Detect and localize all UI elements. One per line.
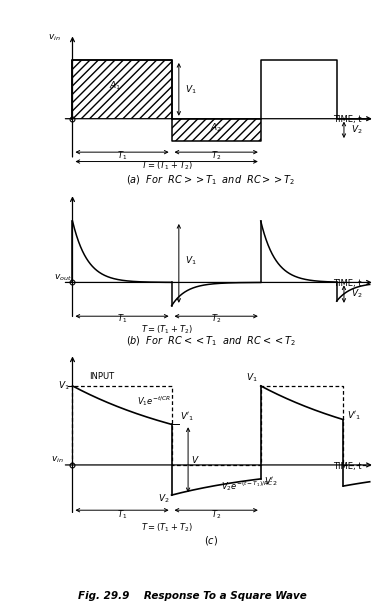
Text: $v_{out}$: $v_{out}$ <box>55 273 72 283</box>
Text: $T_2$: $T_2$ <box>211 149 221 161</box>
Text: $V_2$: $V_2$ <box>158 492 170 505</box>
Text: $T = (T_1 + T_2)$: $T = (T_1 + T_2)$ <box>141 323 192 336</box>
Text: $T = (T_1 + T_2)$: $T = (T_1 + T_2)$ <box>141 521 192 534</box>
Bar <box>73 60 172 119</box>
Text: $T_1$: $T_1$ <box>117 508 127 521</box>
Text: $T_2$: $T_2$ <box>211 313 221 325</box>
Text: $V'_2$: $V'_2$ <box>264 476 278 488</box>
Text: $V_1e^{-t/CR}$: $V_1e^{-t/CR}$ <box>137 394 171 408</box>
Text: $A_1$: $A_1$ <box>109 79 121 91</box>
Text: $V_1$: $V_1$ <box>246 371 257 384</box>
Text: $T_1$: $T_1$ <box>117 313 127 325</box>
Text: $V_1$: $V_1$ <box>58 379 69 392</box>
Text: $(a)$  For  $RC >> T_1$  and  $RC >> T_2$: $(a)$ For $RC >> T_1$ and $RC >> T_2$ <box>126 173 296 187</box>
Text: $v_{in}$: $v_{in}$ <box>48 33 61 43</box>
Text: $(c)$: $(c)$ <box>204 534 218 548</box>
Text: $T = (T_1 + T_2)$: $T = (T_1 + T_2)$ <box>141 160 192 172</box>
Text: $V_1$: $V_1$ <box>185 83 197 96</box>
Text: $V$: $V$ <box>191 454 200 465</box>
Text: Fig. 29.9    Response To a Square Wave: Fig. 29.9 Response To a Square Wave <box>78 591 306 600</box>
Text: $V_2$: $V_2$ <box>351 123 362 136</box>
Text: TIME, t: TIME, t <box>333 462 361 472</box>
Text: INPUT: INPUT <box>89 371 114 381</box>
Text: TIME, t: TIME, t <box>333 115 361 124</box>
Bar <box>172 119 261 141</box>
Text: $v_{in}$: $v_{in}$ <box>51 454 64 465</box>
Text: $(b)$  For  $RC << T_1$  and  $RC << T_2$: $(b)$ For $RC << T_1$ and $RC << T_2$ <box>126 334 296 348</box>
Text: $T_2$: $T_2$ <box>211 508 221 521</box>
Text: TIME, t: TIME, t <box>333 279 361 288</box>
Text: $V_2$: $V_2$ <box>351 288 362 300</box>
Text: $A_2$: $A_2$ <box>210 122 222 134</box>
Text: $V_1$: $V_1$ <box>185 255 197 267</box>
Text: $V'_1$: $V'_1$ <box>180 410 194 423</box>
Text: $T_1$: $T_1$ <box>117 149 127 161</box>
Text: $V_2e^{-(t-T_1)/RC}$: $V_2e^{-(t-T_1)/RC}$ <box>221 480 274 493</box>
Text: $V'_1$: $V'_1$ <box>347 409 361 422</box>
